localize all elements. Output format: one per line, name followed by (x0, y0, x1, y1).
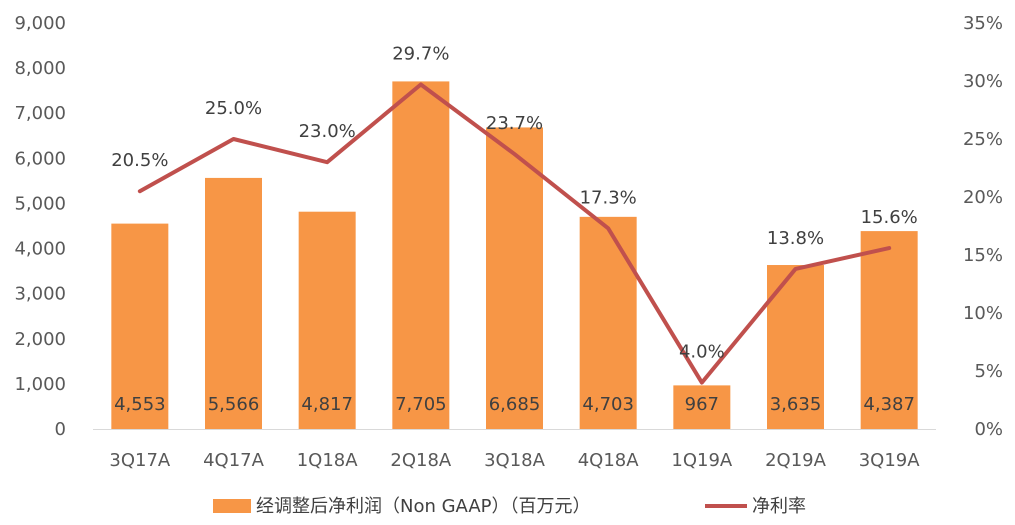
right-tick-label: 10% (963, 303, 1003, 324)
line-data-label: 23.0% (299, 121, 356, 142)
right-tick-label: 30% (963, 71, 1003, 92)
bar-data-label: 4,703 (582, 394, 634, 415)
bar (486, 127, 543, 429)
line-point (794, 267, 797, 271)
bar-data-label: 3,635 (770, 394, 822, 415)
bar (392, 81, 450, 430)
line-point (513, 152, 516, 156)
right-tick-label: 25% (963, 129, 1003, 150)
legend-bar-swatch (213, 499, 251, 513)
bar (111, 223, 169, 429)
x-tick-label: 4Q17A (203, 450, 265, 471)
left-tick-label: 4,000 (14, 239, 66, 260)
left-tick-label: 3,000 (14, 284, 66, 305)
legend: 经调整后净利润（Non GAAP）（百万元） 净利率 (213, 496, 806, 517)
line-data-label: 29.7% (392, 43, 449, 64)
line-point (700, 381, 704, 385)
x-tick-label: 2Q18A (390, 450, 452, 471)
line-data-labels: 20.5% 25.0% 23.0% 29.7% 23.7% 17.3% 4.0% 13.8% 1… (111, 43, 918, 362)
bar-data-label: 4,387 (863, 394, 915, 415)
line-point (887, 246, 891, 250)
right-tick-label: 15% (963, 245, 1003, 266)
left-tick-label: 0 (55, 419, 66, 440)
right-tick-label: 20% (963, 187, 1003, 208)
bar-data-label: 5,566 (208, 394, 260, 415)
bar (205, 177, 262, 429)
line-data-label: 25.0% (205, 98, 262, 119)
left-tick-label: 6,000 (14, 148, 66, 169)
left-tick-label: 7,000 (14, 103, 66, 124)
bar-data-label: 7,705 (395, 394, 447, 415)
line-point (606, 226, 610, 230)
line-data-label: 17.3% (580, 187, 637, 208)
right-tick-label: 35% (963, 13, 1003, 34)
bar-data-label: 6,685 (489, 394, 541, 415)
left-tick-label: 5,000 (14, 193, 66, 214)
x-tick-label: 3Q17A (109, 450, 171, 471)
bar-data-labels: 4,553 5,566 4,817 7,705 6,685 4,703 967 3,635 4,… (114, 394, 915, 415)
x-tick-label: 4Q18A (578, 450, 640, 471)
line-point (232, 137, 235, 141)
left-tick-label: 1,000 (14, 374, 66, 395)
line-data-label: 20.5% (111, 150, 168, 171)
line-point (419, 82, 423, 86)
x-tick-label: 1Q19A (671, 450, 733, 471)
bar (673, 385, 731, 429)
bar-series (111, 81, 918, 430)
line-data-label: 23.7% (486, 113, 543, 134)
left-tick-label: 2,000 (14, 329, 66, 350)
line-point (325, 160, 329, 164)
x-tick-label: 3Q18A (484, 450, 546, 471)
line-data-label: 15.6% (861, 207, 918, 228)
bar-data-label: 967 (685, 394, 719, 415)
x-axis-categories: 3Q17A 4Q17A 1Q18A 2Q18A 3Q18A 4Q18A 1Q19A 2Q19A… (109, 450, 920, 471)
right-tick-label: 5% (974, 361, 1003, 382)
x-tick-label: 3Q19A (859, 450, 921, 471)
bar (298, 211, 356, 429)
bar-data-label: 4,553 (114, 394, 166, 415)
legend-line-label: 净利率 (752, 496, 806, 517)
right-y-axis: 0% 5% 10% 15% 20% 25% 30% 35% (963, 13, 1003, 440)
left-tick-label: 9,000 (14, 13, 66, 34)
line-data-label: 4.0% (679, 342, 725, 363)
right-tick-label: 0% (974, 419, 1003, 440)
bar (579, 216, 637, 429)
line-data-label: 13.8% (767, 228, 824, 249)
x-tick-label: 2Q19A (765, 450, 827, 471)
left-y-axis: 0 1,000 2,000 3,000 4,000 5,000 6,000 7,000 8,00… (14, 13, 66, 440)
line-series (137, 82, 892, 385)
bar-data-label: 4,817 (301, 394, 353, 415)
bar (860, 231, 918, 429)
line-point (138, 189, 142, 193)
legend-bar-label: 经调整后净利润（Non GAAP）（百万元） (256, 496, 591, 517)
x-tick-label: 1Q18A (297, 450, 359, 471)
left-tick-label: 8,000 (14, 58, 66, 79)
